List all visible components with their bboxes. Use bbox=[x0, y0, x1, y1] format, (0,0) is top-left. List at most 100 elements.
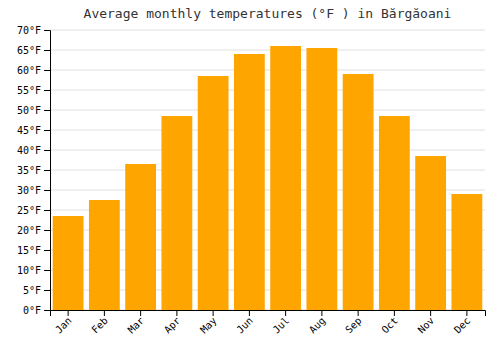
x-tick-mark bbox=[430, 310, 431, 316]
x-tick-label: Jan bbox=[53, 315, 74, 336]
x-tick: Feb bbox=[89, 310, 110, 336]
grid-line bbox=[50, 150, 485, 151]
y-tick: 40°F bbox=[17, 145, 50, 156]
x-tick-label: Dec bbox=[452, 315, 473, 336]
y-tick-label: 25°F bbox=[17, 205, 41, 216]
bar bbox=[161, 116, 192, 310]
bar bbox=[198, 76, 229, 310]
bar bbox=[415, 156, 446, 310]
y-tick-label: 35°F bbox=[17, 165, 41, 176]
x-tick-label: Aug bbox=[307, 315, 328, 336]
y-tick: 20°F bbox=[17, 225, 50, 236]
x-tick-label: Apr bbox=[162, 315, 183, 336]
grid-line bbox=[50, 130, 485, 131]
x-tick-label: May bbox=[198, 315, 219, 336]
x-tick-label: Sep bbox=[343, 315, 364, 336]
x-tick-label: Jun bbox=[234, 315, 255, 336]
y-tick-label: 30°F bbox=[17, 185, 41, 196]
x-tick-mark bbox=[68, 310, 69, 316]
y-tick-label: 20°F bbox=[17, 225, 41, 236]
x-axis: Jan Feb Mar Apr May Jun Jul Aug Sep Oct Nov Dec bbox=[51, 310, 486, 336]
grid-line bbox=[50, 90, 485, 91]
y-tick: 45°F bbox=[17, 125, 50, 136]
bar bbox=[379, 116, 410, 310]
bar bbox=[270, 46, 301, 310]
plot: 0°F 5°F 10°F 15°F 20°F 25°F 30°F 35°F 40°F 45°F 50… bbox=[17, 25, 486, 336]
y-tick-mark bbox=[44, 250, 50, 251]
x-tick-mark bbox=[466, 310, 467, 316]
y-tick-mark bbox=[44, 230, 50, 231]
x-tick-mark bbox=[104, 310, 105, 316]
y-tick-label: 0°F bbox=[23, 305, 41, 316]
y-tick-mark bbox=[44, 90, 50, 91]
chart: 0°F 5°F 10°F 15°F 20°F 25°F 30°F 35°F 40°F 45°F 50… bbox=[0, 0, 500, 350]
y-tick-mark bbox=[44, 270, 50, 271]
bar bbox=[89, 200, 120, 310]
x-tick: Jan bbox=[53, 310, 74, 336]
grid-line bbox=[50, 110, 485, 111]
grid-line bbox=[50, 70, 485, 71]
y-tick-label: 10°F bbox=[17, 265, 41, 276]
x-tick: Oct bbox=[379, 310, 400, 336]
x-tick: Mar bbox=[126, 310, 147, 336]
x-tick-mark bbox=[249, 310, 250, 316]
y-tick-mark bbox=[44, 30, 50, 31]
x-tick-mark bbox=[176, 310, 177, 316]
grid bbox=[50, 30, 485, 310]
y-tick-mark bbox=[44, 310, 50, 311]
y-tick: 50°F bbox=[17, 105, 50, 116]
x-tick-label: Jul bbox=[271, 315, 292, 336]
y-tick: 30°F bbox=[17, 185, 50, 196]
y-tick-mark bbox=[44, 190, 50, 191]
y-tick-label: 60°F bbox=[17, 65, 41, 76]
x-tick-mark bbox=[213, 310, 214, 316]
x-tick-mark bbox=[321, 310, 322, 316]
y-tick-mark bbox=[44, 70, 50, 71]
y-tick-label: 55°F bbox=[17, 85, 41, 96]
y-tick-mark bbox=[44, 170, 50, 171]
bar bbox=[343, 74, 374, 310]
y-tick: 0°F bbox=[23, 305, 50, 316]
bar bbox=[451, 194, 482, 310]
x-tick-label: Feb bbox=[89, 315, 110, 336]
y-tick: 5°F bbox=[23, 285, 50, 296]
title: Average monthly temperatures (°F ) in Bă… bbox=[84, 6, 452, 21]
y-tick-mark bbox=[44, 210, 50, 211]
x-tick: Jun bbox=[234, 310, 255, 336]
y-tick-label: 5°F bbox=[23, 285, 41, 296]
x-tick: Aug bbox=[307, 310, 328, 336]
y-tick-label: 50°F bbox=[17, 105, 41, 116]
y-axis-line bbox=[44, 31, 51, 311]
x-tick-mark bbox=[285, 310, 286, 316]
y-tick-label: 40°F bbox=[17, 145, 41, 156]
y-tick-mark bbox=[44, 50, 50, 51]
x-tick-mark bbox=[140, 310, 141, 316]
y-tick: 55°F bbox=[17, 85, 50, 96]
bars bbox=[53, 46, 483, 310]
y-tick-mark bbox=[44, 290, 50, 291]
bar bbox=[234, 54, 265, 310]
y-tick: 65°F bbox=[17, 45, 50, 56]
y-tick-label: 70°F bbox=[17, 25, 41, 36]
y-axis: 0°F 5°F 10°F 15°F 20°F 25°F 30°F 35°F 40°F 45°F 50… bbox=[17, 25, 51, 316]
bar bbox=[306, 48, 337, 310]
y-tick: 70°F bbox=[17, 25, 50, 36]
x-tick-label: Nov bbox=[416, 315, 437, 336]
x-tick-mark bbox=[394, 310, 395, 316]
y-tick-label: 65°F bbox=[17, 45, 41, 56]
y-tick: 25°F bbox=[17, 205, 50, 216]
y-tick-label: 45°F bbox=[17, 125, 41, 136]
bar bbox=[53, 216, 84, 310]
y-tick-mark bbox=[44, 110, 50, 111]
y-tick-mark bbox=[44, 150, 50, 151]
bar bbox=[125, 164, 156, 310]
x-tick-label: Mar bbox=[126, 315, 147, 336]
x-tick: Apr bbox=[162, 310, 183, 336]
y-tick-label: 15°F bbox=[17, 245, 41, 256]
grid-line bbox=[50, 30, 485, 31]
grid-line bbox=[50, 50, 485, 51]
x-tick: Sep bbox=[343, 310, 364, 336]
y-tick: 15°F bbox=[17, 245, 50, 256]
y-tick: 10°F bbox=[17, 265, 50, 276]
y-tick-mark bbox=[44, 130, 50, 131]
